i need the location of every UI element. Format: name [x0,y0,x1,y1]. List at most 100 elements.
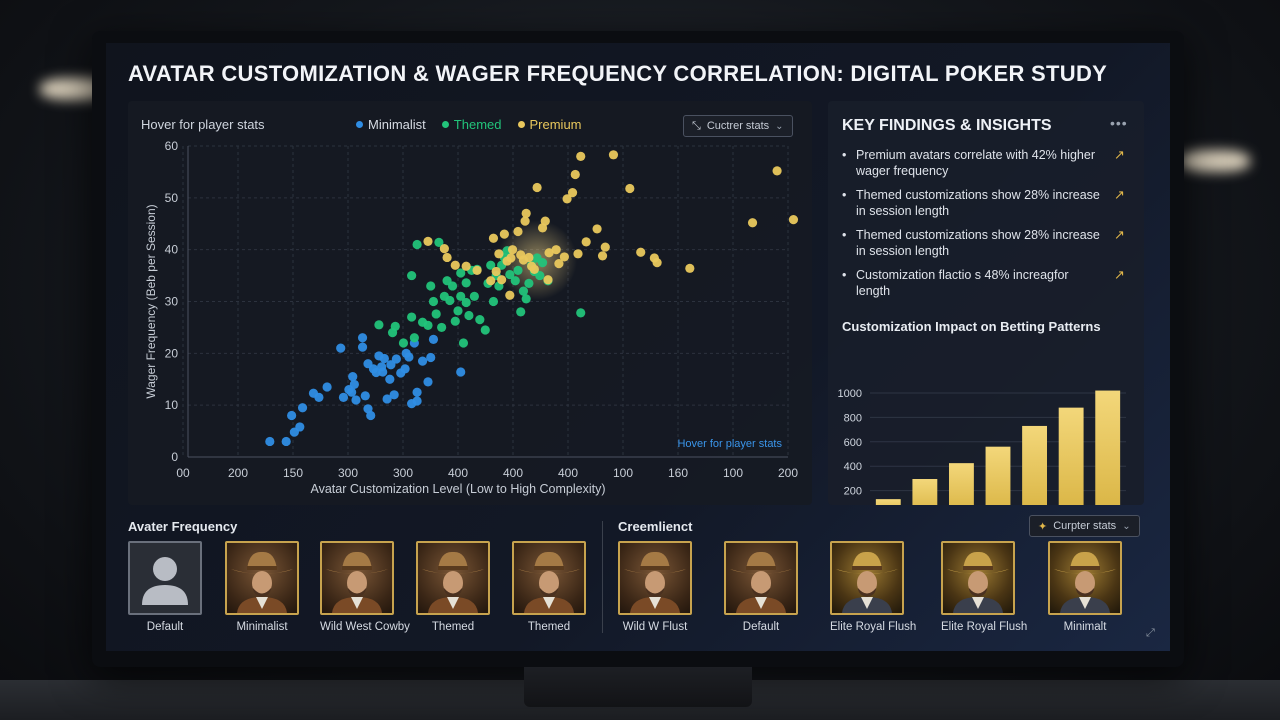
premium-point[interactable] [652,258,662,268]
themed-point[interactable] [374,320,384,330]
themed-point[interactable] [409,333,419,343]
premium-point[interactable] [486,276,496,286]
themed-point[interactable] [461,278,471,288]
minimalist-point[interactable] [338,392,349,402]
premium-point[interactable] [573,249,583,259]
premium-point[interactable] [554,259,564,269]
premium-point[interactable] [491,266,501,277]
premium-point[interactable] [592,224,602,234]
themed-point[interactable] [423,320,433,330]
minimalist-point[interactable] [348,372,358,382]
minimalist-point[interactable] [265,436,275,447]
premium-point[interactable] [507,245,518,255]
premium-point[interactable] [600,242,610,252]
themed-point[interactable] [537,258,548,268]
themed-point[interactable] [516,307,526,317]
themed-point[interactable] [486,260,496,270]
minimalist-point[interactable] [386,360,396,370]
themed-point[interactable] [469,291,479,301]
minimalist-point[interactable] [428,334,439,344]
minimalist-point[interactable] [351,395,361,405]
premium-point[interactable] [520,216,530,226]
premium-point[interactable] [576,151,586,161]
premium-point[interactable] [625,183,635,194]
premium-point[interactable] [540,216,550,226]
minimalist-point[interactable] [378,367,388,377]
minimalist-point[interactable] [400,364,410,374]
minimalist-point[interactable] [379,353,389,364]
impact-bar[interactable] [1058,407,1084,505]
minimalist-point[interactable] [357,342,368,352]
avatar-card[interactable]: Default [128,541,202,633]
minimalist-point[interactable] [423,377,433,387]
minimalist-point[interactable] [287,410,297,421]
themed-point[interactable] [437,322,447,333]
avatar-card[interactable]: Elite Royal Flush [941,541,1027,633]
premium-point[interactable] [472,265,482,275]
premium-point[interactable] [442,252,452,263]
themed-point[interactable] [518,286,529,296]
themed-point[interactable] [445,295,455,306]
minimalist-point[interactable] [360,391,370,401]
premium-point[interactable] [450,260,460,270]
premium-point[interactable] [543,275,553,285]
minimalist-point[interactable] [404,352,414,362]
themed-point[interactable] [461,297,471,308]
minimalist-point[interactable] [385,374,395,384]
themed-point[interactable] [488,296,499,307]
avatar-card[interactable]: Elite Royal Flush [830,541,916,633]
premium-point[interactable] [506,253,516,263]
premium-point[interactable] [499,229,509,239]
minimalist-point[interactable] [281,436,291,447]
themed-point[interactable] [464,310,474,321]
avatar-card[interactable]: Themed [512,541,586,633]
themed-point[interactable] [456,291,466,301]
impact-bar[interactable] [875,499,901,505]
themed-point[interactable] [434,237,444,248]
minimalist-point[interactable] [382,394,392,404]
avatar-card[interactable]: Default [724,541,798,633]
avatar-card[interactable]: Wild W Flust [618,541,692,633]
premium-point[interactable] [608,150,619,160]
themed-point[interactable] [390,321,400,331]
themed-point[interactable] [521,294,531,304]
minimalist-point[interactable] [347,387,357,397]
premium-point[interactable] [544,248,554,258]
themed-point[interactable] [398,338,409,348]
themed-point[interactable] [456,268,466,278]
minimalist-point[interactable] [297,403,308,413]
minimalist-point[interactable] [357,333,368,343]
premium-point[interactable] [521,208,531,218]
minimalist-point[interactable] [314,392,324,402]
themed-point[interactable] [458,338,469,348]
strip-stats-dropdown[interactable]: ✦ Curpter stats ⌄ [1029,515,1140,537]
avatar-card[interactable]: Wild West Cowby [320,541,410,633]
premium-point[interactable] [497,275,507,285]
premium-point[interactable] [524,252,534,263]
themed-point[interactable] [412,239,422,250]
minimalist-point[interactable] [456,367,466,377]
themed-point[interactable] [475,315,485,325]
premium-point[interactable] [570,169,580,180]
themed-point[interactable] [576,308,586,318]
themed-point[interactable] [426,281,436,291]
premium-point[interactable] [597,251,608,261]
impact-bar[interactable] [912,479,938,505]
themed-point[interactable] [407,312,417,322]
themed-point[interactable] [535,270,545,281]
premium-point[interactable] [551,245,561,255]
premium-point[interactable] [513,226,523,237]
premium-point[interactable] [788,215,799,225]
impact-bar[interactable] [1022,425,1048,505]
premium-point[interactable] [423,236,433,246]
impact-bar[interactable] [985,446,1011,505]
premium-point[interactable] [532,182,542,193]
minimalist-point[interactable] [391,354,401,364]
impact-bar[interactable] [948,463,974,505]
more-icon[interactable]: ••• [1110,115,1128,131]
premium-point[interactable] [494,249,504,259]
themed-point[interactable] [450,316,460,326]
minimalist-point[interactable] [322,382,332,392]
premium-point[interactable] [488,233,499,243]
themed-point[interactable] [505,269,515,280]
